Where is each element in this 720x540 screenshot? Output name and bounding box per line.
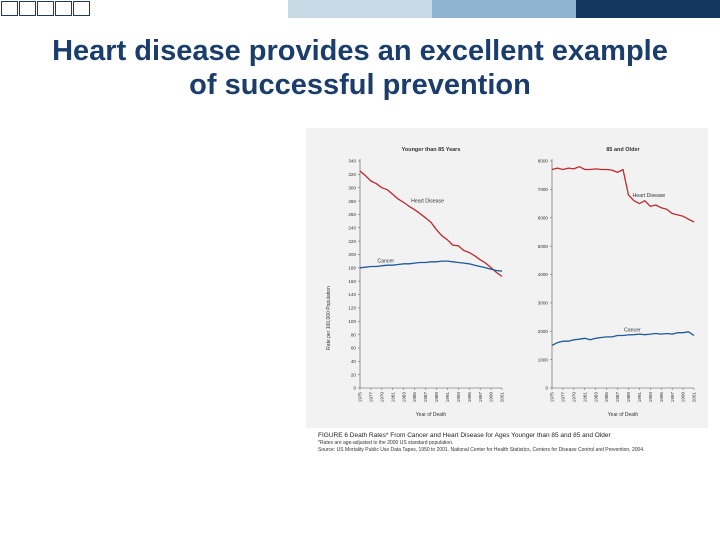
x-tick-label: 1985 — [604, 392, 609, 403]
x-tick-label: 1993 — [648, 392, 653, 403]
y-tick-label: 160 — [348, 279, 356, 284]
annotation-cancer: Cancer — [377, 258, 394, 264]
y-tick-label: 1000 — [538, 357, 549, 362]
slide-header-bar — [0, 0, 720, 18]
series-line-cancer — [551, 331, 695, 346]
x-tick-label: 1981 — [390, 392, 395, 403]
y-tick-label: 140 — [348, 292, 356, 297]
x-tick-label: 2001 — [500, 392, 505, 403]
y-tick-label: 40 — [351, 359, 357, 364]
header-square-icon — [37, 1, 54, 16]
x-tick-label: 1989 — [434, 392, 439, 403]
x-tick-label: 1977 — [369, 392, 374, 403]
x-tick-label: 1989 — [626, 392, 631, 403]
x-tick-label: 1979 — [379, 392, 384, 403]
chart-title: 85 and Older — [606, 147, 640, 153]
header-bar-segment-dark — [576, 0, 720, 18]
y-tick-label: 8000 — [538, 159, 549, 164]
y-axis-label: Rate per 100,000 Population — [326, 286, 332, 350]
x-tick-label: 1991 — [445, 392, 450, 403]
x-axis-label: Year of Death — [416, 412, 447, 418]
y-tick-label: 0 — [353, 386, 356, 391]
x-tick-label: 1995 — [659, 392, 664, 403]
x-tick-label: 1991 — [637, 392, 642, 403]
caption-main: FIGURE 6 Death Rates* From Cancer and He… — [318, 432, 611, 439]
y-tick-label: 180 — [348, 266, 356, 271]
x-tick-label: 1975 — [550, 392, 555, 403]
y-tick-label: 6000 — [538, 215, 549, 220]
x-tick-label: 1993 — [456, 392, 461, 403]
y-tick-label: 80 — [351, 332, 357, 337]
y-tick-label: 3000 — [538, 301, 549, 306]
slide-title-line-1: Heart disease provides an excellent exam… — [52, 35, 668, 67]
series-line-heart-disease — [359, 170, 503, 278]
y-tick-label: 260 — [348, 212, 356, 217]
header-square-icon — [19, 1, 36, 16]
y-tick-label: 320 — [348, 172, 356, 177]
y-tick-label: 120 — [348, 306, 356, 311]
series-line-heart-disease — [551, 166, 695, 223]
x-axis-label: Year of Death — [608, 412, 639, 418]
x-tick-label: 2001 — [692, 392, 697, 403]
header-bar-segment-white — [0, 0, 288, 18]
y-tick-label: 60 — [351, 346, 357, 351]
x-tick-label: 1997 — [670, 392, 675, 403]
x-tick-label: 1985 — [412, 392, 417, 403]
y-tick-label: 0 — [545, 386, 548, 391]
y-tick-label: 200 — [348, 252, 356, 257]
chart-title: Younger than 85 Years — [402, 147, 461, 153]
x-tick-label: 1981 — [582, 392, 587, 403]
header-square-icon — [55, 1, 72, 16]
figure-caption: FIGURE 6 Death Rates* From Cancer and He… — [318, 432, 718, 453]
x-tick-label: 1983 — [593, 392, 598, 403]
y-tick-label: 340 — [348, 159, 356, 164]
series-line-cancer — [359, 260, 503, 272]
header-square-icon — [1, 1, 18, 16]
y-tick-label: 4000 — [538, 272, 549, 277]
death-rates-figure: Rate per 100,000 Population Younger than … — [326, 147, 697, 418]
annotation-cancer: Cancer — [624, 328, 641, 334]
y-tick-label: 280 — [348, 199, 356, 204]
y-tick-label: 300 — [348, 185, 356, 190]
annotation-heart-disease: Heart Disease — [411, 198, 444, 204]
slide-title: Heart disease provides an excellent exam… — [0, 34, 720, 102]
slide-title-line-2: of successful prevention — [189, 69, 531, 101]
y-tick-label: 7000 — [538, 187, 549, 192]
x-tick-label: 1983 — [401, 392, 406, 403]
y-tick-label: 100 — [348, 319, 356, 324]
y-tick-label: 5000 — [538, 244, 549, 249]
y-tick-label: 2000 — [538, 329, 549, 334]
x-tick-label: 1999 — [489, 392, 494, 403]
figure-panel — [306, 128, 708, 428]
annotation-heart-disease: Heart Disease — [632, 193, 665, 199]
x-tick-label: 1977 — [561, 392, 566, 403]
caption-note: *Rates are age-adjusted to the 2000 US s… — [318, 440, 454, 446]
header-square-icon — [73, 1, 90, 16]
x-tick-label: 1997 — [478, 392, 483, 403]
x-tick-label: 1995 — [467, 392, 472, 403]
y-tick-label: 240 — [348, 225, 356, 230]
y-tick-label: 20 — [351, 372, 357, 377]
x-tick-label: 1999 — [681, 392, 686, 403]
x-tick-label: 1987 — [615, 392, 620, 403]
header-bar-segment-light — [288, 0, 432, 18]
x-tick-label: 1979 — [571, 392, 576, 403]
x-tick-label: 1987 — [423, 392, 428, 403]
header-bar-segment-mid — [432, 0, 576, 18]
caption-source: Source: US Mortality Public Use Data Tap… — [318, 446, 645, 453]
x-tick-label: 1975 — [358, 392, 363, 403]
y-tick-label: 220 — [348, 239, 356, 244]
